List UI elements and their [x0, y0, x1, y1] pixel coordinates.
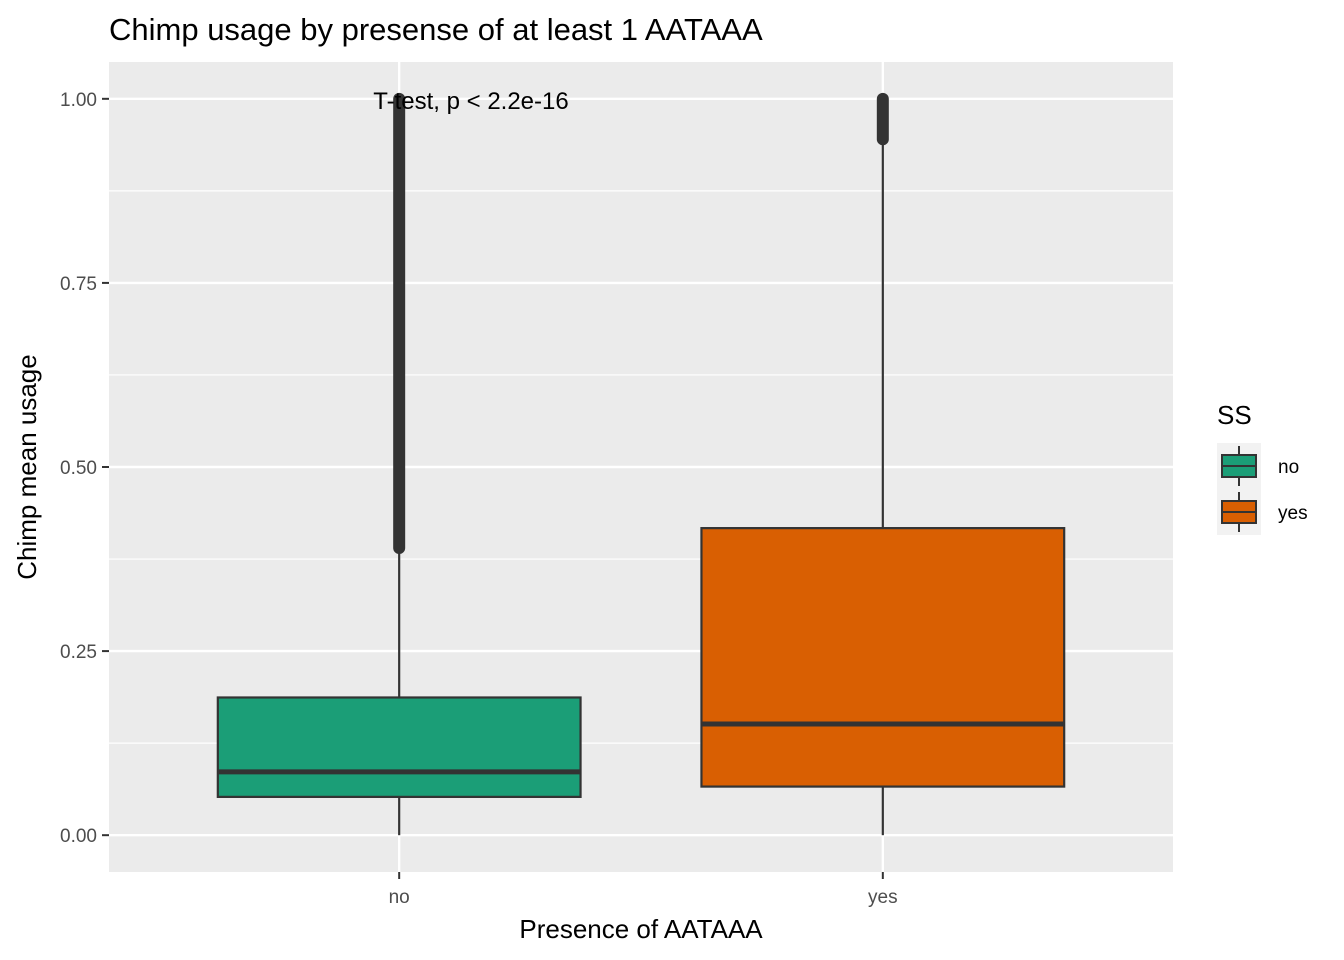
legend: SS no yes: [1217, 400, 1308, 535]
y-axis-title: Chimp mean usage: [12, 354, 42, 579]
chart-title: Chimp usage by presense of at least 1 AA…: [109, 12, 763, 47]
legend-label: no: [1278, 457, 1299, 478]
x-tick-label: no: [389, 887, 410, 908]
boxes-layer: [216, 92, 1066, 836]
legend-key-yes: yes: [1217, 489, 1308, 535]
y-tick-label: 1.00: [60, 90, 97, 111]
x-axis: no yes: [389, 872, 898, 908]
box-no: [216, 92, 582, 836]
y-tick-label: 0.75: [60, 274, 97, 295]
x-tick-label: yes: [868, 887, 898, 908]
t-test-annotation: T-test, p < 2.2e-16: [373, 88, 568, 115]
y-axis: 0.00 0.25 0.50 0.75 1.00: [60, 90, 109, 847]
legend-label: yes: [1278, 503, 1308, 524]
y-tick-label: 0.50: [60, 458, 97, 479]
x-axis-title: Presence of AATAAA: [519, 914, 763, 944]
y-tick-label: 0.00: [60, 826, 97, 847]
legend-title: SS: [1217, 400, 1252, 430]
y-tick-label: 0.25: [60, 642, 97, 663]
box-iqr: [216, 696, 582, 798]
box-iqr: [700, 527, 1066, 788]
box-yes: [700, 92, 1066, 836]
legend-key-no: no: [1217, 443, 1299, 489]
